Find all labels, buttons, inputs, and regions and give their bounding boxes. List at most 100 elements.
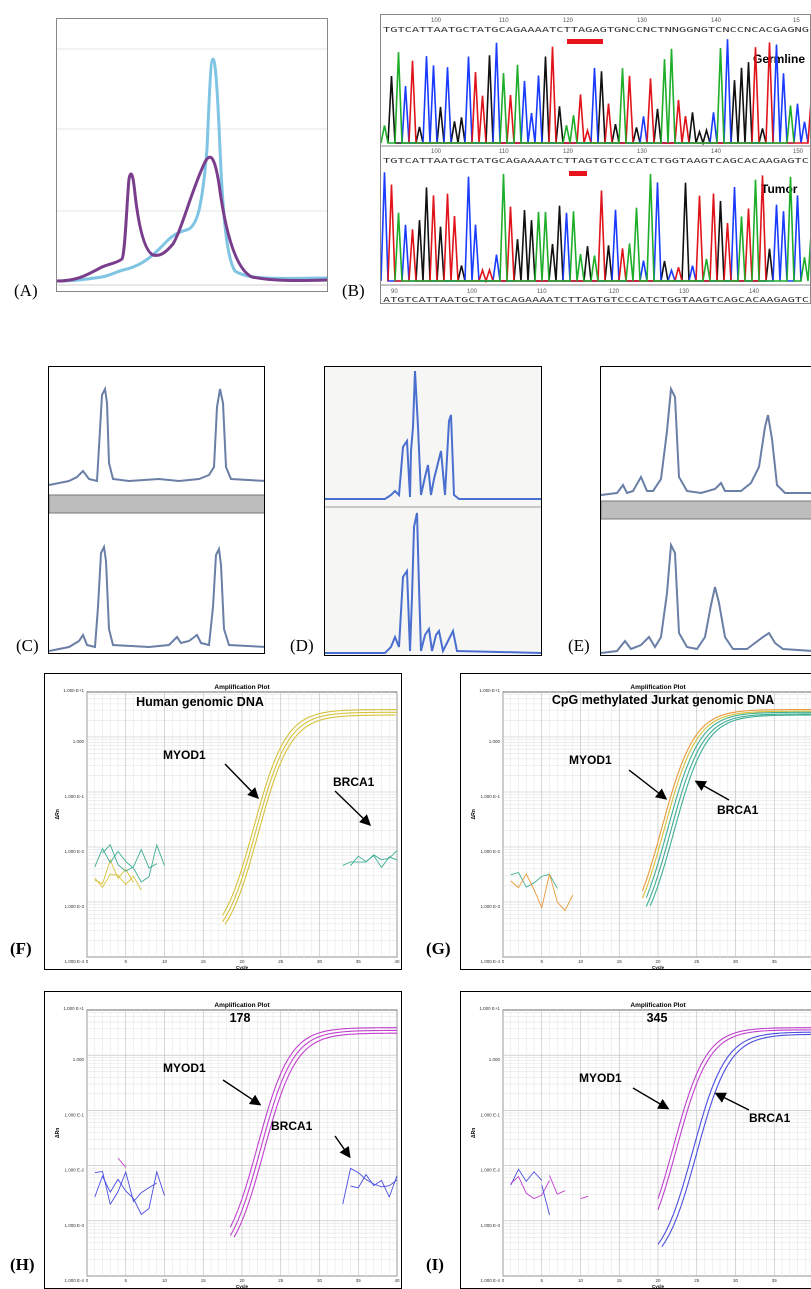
arrow [714, 1092, 750, 1111]
noise-trace [510, 872, 574, 912]
tumor-tick: 140 [711, 149, 722, 155]
panel-i-amplification-plot: Amplification Plot 1.000 E+1 1.000 1.000 E-… [460, 991, 811, 1289]
x-tick-label: 0 [502, 959, 505, 964]
tumor-sequence: TGTCATTAATGCTATGCAGAAAATCTTAGTGTCCCATCTG… [383, 156, 809, 165]
panel-label-i: (I) [426, 1255, 444, 1274]
amp-curve [229, 1029, 398, 1236]
trace-line [381, 47, 795, 144]
panel-label-a: (A) [14, 281, 38, 300]
tumor-tick: 150 [793, 149, 804, 155]
x-tick-label: 5 [124, 1278, 127, 1283]
panel-d-top-trace [325, 370, 541, 500]
x-tick-label: 30 [317, 959, 323, 964]
germline-tick: 100 [431, 18, 442, 24]
panel-i-svg: Amplification Plot 1.000 E+1 1.000 1.000 E-… [471, 1002, 811, 1288]
y-tick-label: 1.000 [489, 1057, 501, 1062]
amp-curve [229, 1027, 398, 1228]
panel-d-svg [325, 370, 541, 655]
x-tick-label: 35 [772, 959, 778, 964]
brca1-label: BRCA1 [749, 1111, 791, 1125]
amp-curve [224, 714, 396, 925]
x-tick-label: 0 [502, 1278, 505, 1283]
panel-d-electropherogram [324, 366, 542, 656]
amp-curve [641, 708, 811, 892]
amp-curve [657, 1031, 811, 1245]
amp-curve [641, 710, 811, 899]
trace-line [408, 42, 810, 144]
amp-curve [649, 714, 811, 906]
amp-title: Amplification Plot [630, 1002, 686, 1009]
x-tick-label: 35 [356, 959, 362, 964]
x-axis-label: Cycle [236, 1284, 249, 1289]
y-axis-label: ΔRn [471, 809, 477, 819]
tumor-tick: 110 [499, 149, 509, 155]
y-tick-label: 1.000 E-3 [64, 904, 84, 909]
myod1-label: MYOD1 [579, 1071, 622, 1085]
y-tick-label: 1.000 E-2 [64, 1168, 84, 1173]
bottom-ticks: 90 100 110 120 130 140 [391, 289, 760, 295]
x-tick-label: 15 [201, 1278, 207, 1283]
noise-trace [510, 1168, 543, 1186]
amp-title: Amplification Plot [214, 684, 270, 691]
amp-title: Amplification Plot [214, 1002, 270, 1009]
panel-f-svg: Amplification Plot 1.000 E+1 1.000 1.000 E-… [55, 684, 400, 969]
amp-curve [222, 711, 398, 923]
y-tick-label: 1.000 E-4 [64, 1278, 84, 1283]
y-tick-label: 1.000 E-3 [480, 904, 500, 909]
panel-a-svg [57, 48, 327, 286]
x-tick-label: 20 [655, 1278, 661, 1283]
y-tick-label: 1.000 E-3 [480, 1223, 500, 1228]
y-tick-label: 1.000 E-3 [64, 1223, 84, 1228]
noise-trace [94, 873, 142, 891]
germline-tick: 130 [637, 18, 648, 24]
amp-curve [657, 1029, 811, 1210]
panel-c-top-trace [49, 385, 264, 486]
x-tick-label: 40 [394, 1278, 400, 1283]
brca1-label: BRCA1 [333, 775, 375, 789]
bottom-tick: 90 [391, 289, 398, 295]
noise-trace [102, 843, 157, 872]
y-tick-label: 1.000 [73, 739, 85, 744]
amp-plot-area [502, 1009, 811, 1277]
amp-plot-area [86, 1009, 398, 1277]
arrow [222, 1079, 262, 1106]
panel-label-f: (F) [10, 939, 32, 958]
arrow [334, 1135, 351, 1159]
panel-c-svg [49, 385, 264, 652]
noise-trace [94, 1170, 165, 1216]
panel-b-svg: 100 110 120 130 140 15 TGTCATTAATGCTATGC… [381, 18, 810, 303]
x-tick-label: 5 [124, 959, 127, 964]
tumor-label: Tumor [761, 182, 798, 196]
amp-heading: CpG methylated Jurkat genomic DNA [552, 693, 774, 707]
y-tick-label: 1.000 E-4 [64, 959, 84, 964]
trace-line [394, 173, 810, 282]
x-tick-label: 35 [772, 1278, 778, 1283]
amp-curve [657, 1027, 811, 1200]
x-tick-label: 10 [578, 1278, 584, 1283]
germline-tick: 120 [563, 18, 574, 24]
arrow [632, 1087, 670, 1110]
x-tick-label: 20 [655, 959, 661, 964]
x-tick-label: 10 [162, 1278, 168, 1283]
x-tick-label: 15 [617, 959, 623, 964]
amp-heading: 178 [230, 1011, 251, 1025]
amp-heading: 345 [647, 1011, 668, 1025]
x-tick-label: 5 [540, 959, 543, 964]
panel-c-electropherogram [48, 366, 265, 654]
amp-curve [645, 711, 811, 898]
noise-trace [350, 1173, 398, 1199]
x-tick-label: 10 [162, 959, 168, 964]
y-tick-label: 1.000 E-4 [480, 959, 500, 964]
germline-sequence: TGTCATTAATGCTATGCAGAAAATCTTAGAGTGNCCNCTN… [383, 25, 809, 34]
noise-trace [580, 1195, 589, 1199]
panel-e-top-trace [601, 385, 811, 496]
bottom-tick: 100 [467, 289, 478, 295]
panel-g-svg: Amplification Plot 1.000 E+1 1.000 1.000 E-… [471, 684, 811, 969]
amp-plot-area [502, 691, 811, 958]
x-tick-label: 15 [201, 959, 207, 964]
y-tick-label: 1.000 E+1 [63, 1006, 84, 1011]
panel-h-svg: Amplification Plot 1.000 E+1 1.000 1.000 E-… [55, 1002, 400, 1289]
x-tick-label: 25 [694, 959, 700, 964]
arrow [694, 780, 730, 801]
x-tick-label: 25 [278, 959, 284, 964]
